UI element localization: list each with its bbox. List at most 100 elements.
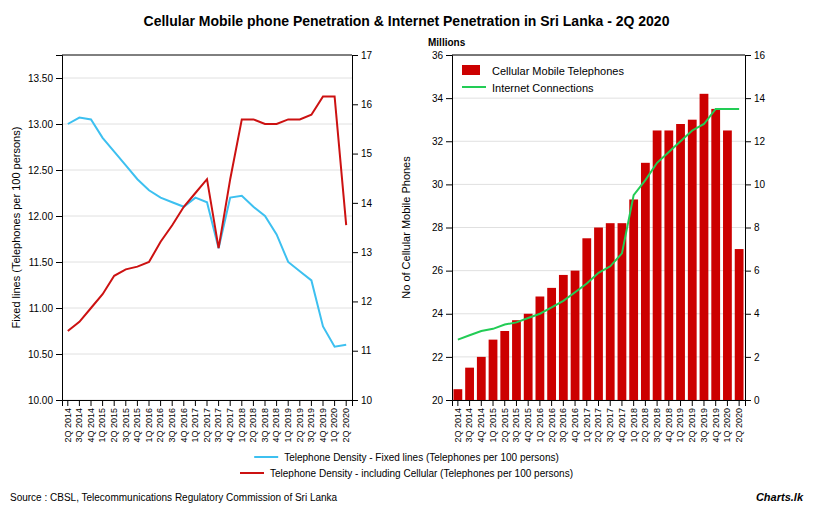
tick-label: 3Q 2014	[464, 408, 474, 443]
tick-label: 1Q 2019	[283, 408, 293, 443]
tick: 4Q 2018	[271, 400, 281, 443]
tick-label: 4Q 2018	[271, 408, 281, 443]
marks	[453, 94, 743, 400]
tick: 2Q 2017	[202, 400, 212, 443]
tick-label: 26	[432, 265, 444, 276]
bar	[594, 228, 603, 401]
tick-label: 11.50	[29, 257, 54, 268]
tick-mark	[645, 400, 646, 406]
plot-frame	[452, 55, 745, 56]
tick: 2Q 2020	[341, 400, 351, 443]
line	[458, 109, 739, 340]
bar	[453, 389, 462, 400]
tick-mark	[727, 400, 728, 406]
tick: 1Q 2018	[629, 400, 639, 443]
tick-mark	[352, 104, 358, 105]
tick-label: 4Q 2019	[318, 408, 328, 443]
tick-mark	[299, 400, 300, 406]
tick-mark	[218, 400, 219, 406]
tick-label: 4Q 2014	[86, 408, 96, 443]
tick-label: 2Q 2017	[593, 408, 603, 443]
tick: 0	[745, 395, 760, 406]
tick-label: 1Q 2016	[535, 408, 545, 443]
tick-label: 1Q 2020	[722, 408, 732, 443]
tick-label: 1Q 2020	[329, 408, 339, 443]
tick-label: 2Q 2016	[155, 408, 165, 443]
tick-label: 4	[754, 308, 760, 319]
tick-label: 1Q 2017	[190, 408, 200, 443]
tick-mark	[504, 400, 505, 406]
tick-mark	[745, 271, 751, 272]
tick-mark	[539, 400, 540, 406]
x-axis: 2Q 20143Q 20144Q 20141Q 20152Q 20153Q 20…	[63, 400, 353, 443]
tick: 2Q 2014	[453, 400, 463, 443]
tick-mark	[457, 400, 458, 406]
tick: 2Q 2018	[248, 400, 258, 443]
tick-mark	[528, 400, 529, 406]
axis-line	[446, 56, 453, 401]
tick-mark	[241, 400, 242, 406]
grid-line	[62, 262, 352, 263]
legend-label: Cellular Mobile Telephones	[492, 65, 624, 77]
tick-mark	[446, 400, 452, 401]
tick: 17	[352, 50, 373, 61]
tick-mark	[67, 400, 68, 406]
legend-swatch	[462, 86, 486, 88]
tick: 4Q 2014	[476, 400, 486, 443]
tick: 10.00	[28, 395, 62, 406]
tick: 2Q 2018	[640, 400, 650, 443]
annotation: Charts.lk	[756, 491, 804, 503]
bar	[629, 199, 638, 400]
tick: 32	[432, 136, 452, 147]
tick-label: 3Q 2019	[306, 408, 316, 443]
tick-mark	[125, 400, 126, 406]
grid-line	[62, 354, 352, 355]
axis-line	[56, 56, 63, 401]
tick-label: 20	[432, 395, 444, 406]
axis-line	[746, 56, 752, 401]
tick: 36	[432, 50, 452, 61]
tick-mark	[446, 314, 452, 315]
tick: 10.50	[28, 349, 62, 360]
tick: 13.00	[28, 119, 62, 130]
legend-swatch	[462, 65, 480, 75]
tick: 3Q 2017	[605, 400, 615, 443]
tick-label: 28	[432, 222, 444, 233]
tick-label: 14	[754, 93, 766, 104]
tick: 11	[352, 345, 372, 356]
tick-mark	[516, 400, 517, 406]
tick-label: 13.50	[28, 73, 53, 84]
bar	[653, 130, 662, 400]
tick-mark	[56, 354, 62, 355]
tick: 4Q 2016	[570, 400, 580, 443]
tick-label: 17	[361, 50, 373, 61]
tick-label: 0	[754, 395, 760, 406]
tick: 2Q 2016	[547, 400, 557, 443]
tick-mark	[56, 216, 62, 217]
tick-mark	[715, 400, 716, 406]
tick-mark	[745, 98, 751, 99]
tick-mark	[563, 400, 564, 406]
tick: 3Q 2018	[652, 400, 662, 443]
tick-mark	[137, 400, 138, 406]
grid-line	[62, 308, 352, 309]
tick-mark	[352, 154, 358, 155]
tick-mark	[102, 400, 103, 406]
tick: 4Q 2018	[664, 400, 674, 443]
tick-mark	[446, 271, 452, 272]
tick-mark	[352, 400, 358, 401]
tick-label: 4Q 2014	[476, 408, 486, 443]
plot-frame	[62, 55, 352, 56]
tick-label: 10.00	[28, 395, 53, 406]
tick: 1Q 2017	[582, 400, 592, 443]
tick: 1Q 2016	[535, 400, 545, 443]
tick: 3Q 2015	[511, 400, 521, 443]
tick: 12	[745, 136, 766, 147]
tick-mark	[446, 55, 452, 56]
tick-mark	[610, 400, 611, 406]
tick-mark	[575, 400, 576, 406]
chart-canvas: 2Q 20143Q 20144Q 20141Q 20152Q 20153Q 20…	[0, 0, 813, 511]
line	[68, 96, 346, 331]
tick-mark	[633, 400, 634, 406]
tick: 6	[745, 265, 760, 276]
